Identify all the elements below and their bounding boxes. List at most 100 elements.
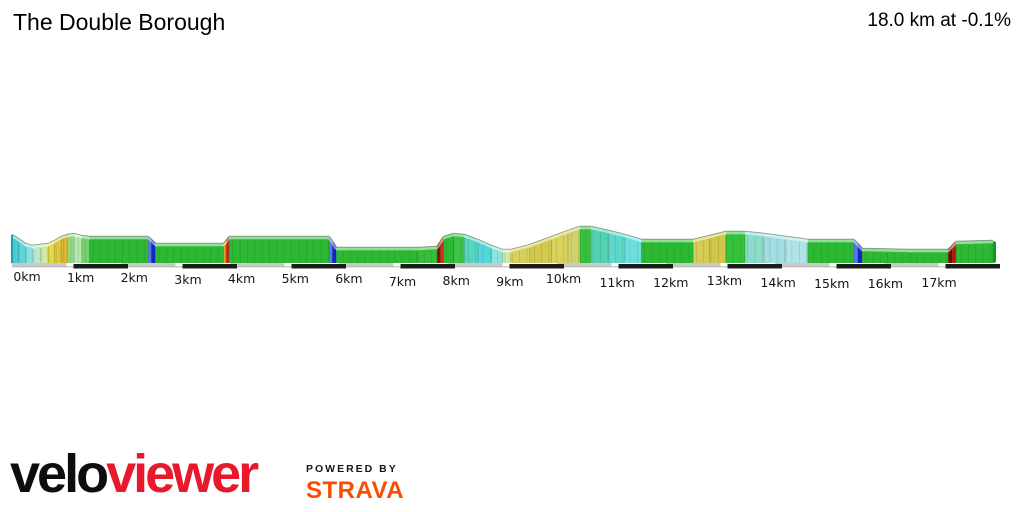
axis-band-light: [339, 262, 394, 267]
profile-segment: [785, 239, 808, 263]
x-axis-tick-label: 6km: [335, 271, 362, 286]
profile-top-face: [463, 234, 479, 243]
axis-band-dark: [400, 264, 455, 269]
profile-segment: [443, 236, 454, 263]
profile-back-edge: [11, 225, 994, 250]
x-axis-tick-label: 11km: [599, 275, 634, 290]
profile-top-face: [47, 240, 56, 247]
profile-top-face: [32, 244, 41, 249]
x-axis-tick-label: 1km: [67, 270, 94, 285]
profile-segment: [155, 246, 224, 263]
profile-top-face: [551, 230, 569, 240]
profile-segment: [693, 238, 710, 263]
axis-band-dark: [73, 264, 128, 269]
gradient-legend: 25% 10% 0% -10% -25%: [914, 360, 1024, 512]
profile-top-face: [73, 233, 83, 239]
profile-segment: [148, 239, 152, 263]
profile-segment: [955, 243, 993, 263]
profile-top-face: [692, 235, 710, 243]
profile-segment: [437, 244, 441, 263]
profile-top-face: [147, 236, 153, 242]
profile-top-face: [763, 233, 787, 240]
profile-segment: [228, 239, 330, 263]
profile-top-face: [417, 246, 438, 251]
profile-top-face: [510, 244, 531, 253]
strava-wordmark: STRAVA: [306, 477, 405, 504]
profile-segment: [32, 247, 41, 263]
x-axis-tick-label: 15km: [814, 276, 849, 291]
profile-top-face: [53, 236, 62, 243]
profile-segment: [477, 242, 492, 263]
profile-top-face: [529, 236, 553, 248]
profile-top-face: [224, 236, 231, 243]
axis-band-dark: [291, 264, 346, 269]
profile-segment: [223, 243, 227, 263]
profile-segment: [608, 233, 626, 263]
profile-segment: [226, 239, 229, 263]
axis-band-light: [448, 262, 503, 267]
x-axis-tick-label: 4km: [228, 271, 255, 286]
profile-segment: [709, 234, 726, 263]
profile-segment: [862, 251, 912, 263]
axis-band-light: [775, 262, 830, 267]
profile-top-face: [67, 233, 75, 238]
axis-band-dark: [509, 264, 564, 269]
profile-top-face: [947, 245, 954, 252]
profile-segment: [67, 236, 75, 263]
profile-segment: [47, 243, 55, 263]
profile-top-face: [435, 241, 442, 249]
x-axis-tick-label: 10km: [546, 271, 581, 286]
x-axis-tick-label: 17km: [921, 275, 956, 290]
profile-top-face: [25, 243, 34, 249]
profile-segment: [89, 239, 149, 263]
x-axis-tick-label: 12km: [653, 275, 688, 290]
profile-top-face: [862, 248, 912, 253]
profile-top-face: [955, 240, 994, 245]
profile-segment: [764, 236, 786, 263]
profile-top-face: [744, 231, 765, 237]
profile-top-face: [40, 243, 49, 248]
axis-band-dark: [727, 264, 782, 269]
profile-segment: [491, 248, 503, 263]
profile-segment: [745, 234, 765, 263]
profile-top-face: [491, 245, 504, 253]
profile-segment: [25, 246, 33, 263]
x-axis-tick-label: 13km: [707, 273, 742, 288]
profile-segment: [151, 242, 156, 263]
axis-band-dark: [945, 264, 1000, 269]
logo-velo-text: velo: [10, 444, 109, 504]
profile-top-face: [709, 231, 727, 239]
profile-top-face: [567, 226, 581, 234]
profile-segment: [18, 241, 26, 263]
profile-top-face: [222, 240, 228, 246]
profile-segment: [418, 249, 438, 263]
profile-top-face: [453, 233, 465, 238]
profile-top-face: [331, 241, 338, 250]
axis-band-light: [666, 262, 721, 267]
profile-segment: [464, 237, 478, 263]
x-axis-tick-label: 7km: [389, 274, 416, 289]
profile-top-face: [624, 234, 642, 243]
axis-band-dark: [836, 264, 891, 269]
profile-segment: [329, 239, 333, 263]
profile-segment: [74, 236, 82, 263]
profile-segment: [502, 252, 511, 263]
profile-top-face: [439, 236, 445, 244]
profile-segment: [440, 239, 444, 263]
profile-top-face: [11, 234, 20, 241]
profile-segment: [625, 237, 642, 263]
profile-top-face: [590, 226, 610, 234]
profile-segment: [12, 237, 19, 263]
profile-segment: [567, 229, 580, 263]
profile-segment: [948, 248, 953, 263]
profile-top-face: [327, 236, 334, 244]
profile-segment: [61, 237, 68, 263]
profile-segment: [590, 229, 609, 263]
axis-band-dark: [618, 264, 673, 269]
x-axis-tick-label: 8km: [443, 273, 470, 288]
x-axis-tick-label: 2km: [121, 270, 148, 285]
profile-top-face: [608, 230, 626, 238]
profile-segment: [641, 242, 694, 263]
